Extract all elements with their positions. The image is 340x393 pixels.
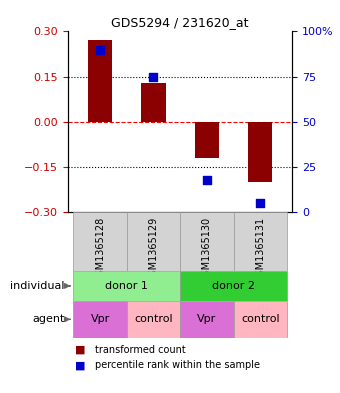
Bar xyxy=(248,122,272,182)
Text: agent: agent xyxy=(32,314,65,324)
Text: individual: individual xyxy=(10,281,65,291)
Bar xyxy=(180,212,234,271)
Text: GSM1365130: GSM1365130 xyxy=(202,217,212,282)
Point xyxy=(204,176,210,183)
Text: control: control xyxy=(134,314,173,324)
Bar xyxy=(127,301,180,338)
Bar xyxy=(127,212,180,271)
Point xyxy=(151,73,156,80)
Text: percentile rank within the sample: percentile rank within the sample xyxy=(95,360,260,371)
Bar xyxy=(234,212,287,271)
Bar xyxy=(180,271,287,301)
Text: donor 1: donor 1 xyxy=(105,281,148,291)
Bar xyxy=(195,122,219,158)
Bar xyxy=(73,271,180,301)
Text: Vpr: Vpr xyxy=(197,314,217,324)
Bar xyxy=(73,301,127,338)
Text: transformed count: transformed count xyxy=(95,345,186,355)
Text: ■: ■ xyxy=(75,345,85,355)
Bar xyxy=(88,40,112,122)
Text: GSM1365129: GSM1365129 xyxy=(149,217,158,282)
Point xyxy=(97,46,103,53)
Bar xyxy=(180,301,234,338)
Text: GSM1365131: GSM1365131 xyxy=(255,217,265,282)
Point xyxy=(258,200,263,206)
Title: GDS5294 / 231620_at: GDS5294 / 231620_at xyxy=(112,16,249,29)
Bar xyxy=(73,212,127,271)
Text: GSM1365128: GSM1365128 xyxy=(95,217,105,282)
Text: control: control xyxy=(241,314,280,324)
Text: Vpr: Vpr xyxy=(90,314,110,324)
Bar xyxy=(234,301,287,338)
Bar xyxy=(141,83,166,122)
Text: ■: ■ xyxy=(75,360,85,371)
Text: donor 2: donor 2 xyxy=(212,281,255,291)
